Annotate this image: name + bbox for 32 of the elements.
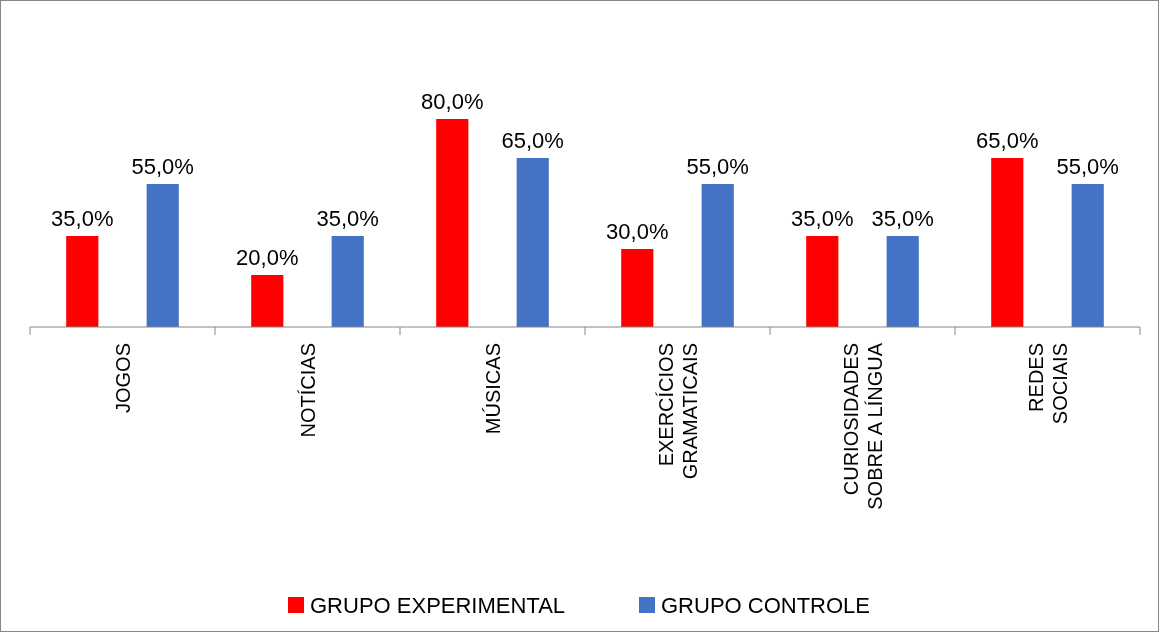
data-label: 35,0% [871,206,934,231]
bar [331,236,364,327]
data-label: 55,0% [686,154,749,179]
data-label: 55,0% [1056,154,1119,179]
data-label: 65,0% [976,128,1039,153]
bar [436,119,469,327]
legend-label: GRUPO CONTROLE [661,593,871,618]
data-label: 30,0% [606,219,669,244]
data-label: 35,0% [51,206,114,231]
data-label: 80,0% [421,89,484,114]
bar [1071,184,1104,327]
bar [146,184,179,327]
x-tick-label: EXERCÍCIOS GRAMATICAIS [654,343,701,480]
x-tick-label: NOTÍCIAS [296,343,319,438]
x-tick-label: JOGOS [111,343,134,414]
data-label: 65,0% [501,128,564,153]
bar [991,158,1024,327]
x-tick-label: REDES SOCIAIS [1024,343,1071,425]
bar [251,275,284,327]
data-label: 35,0% [791,206,854,231]
legend-label: GRUPO EXPERIMENTAL [310,593,566,618]
bar [516,158,549,327]
bar [66,236,99,327]
x-tick-label: CURIOSIDADES SOBRE A LÍNGUA [839,342,886,510]
data-label: 55,0% [131,154,194,179]
bar [886,236,919,327]
bar [806,236,839,327]
data-label: 35,0% [316,206,379,231]
data-label: 20,0% [236,245,299,270]
x-tick-label: MÚSICAS [481,343,504,435]
bar [701,184,734,327]
bar [621,249,654,327]
